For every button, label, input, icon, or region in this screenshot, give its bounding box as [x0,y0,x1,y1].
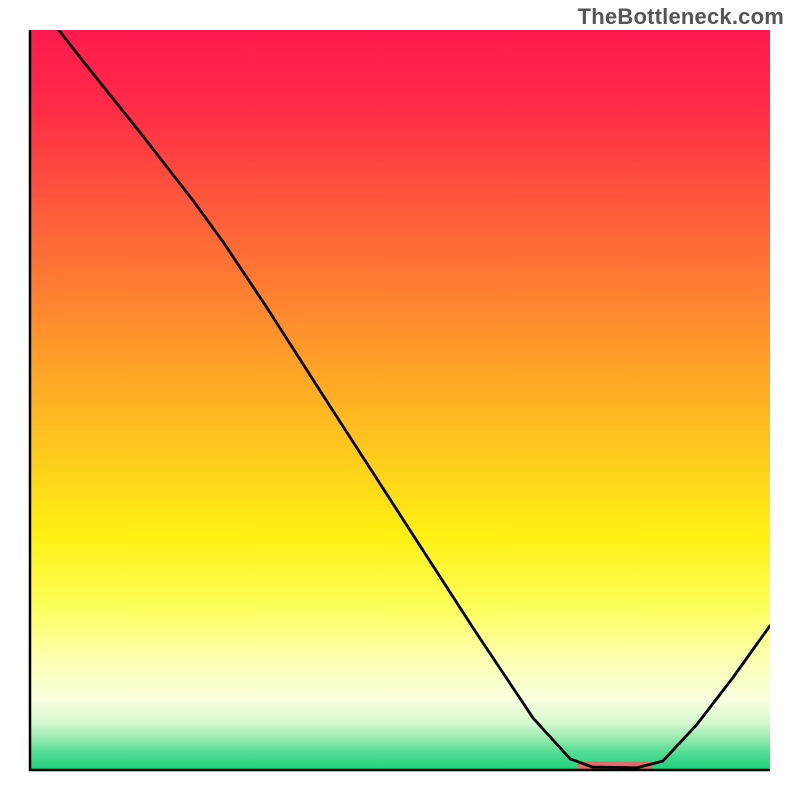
plot-background [30,30,770,770]
bottleneck-chart [0,0,800,800]
watermark-text: TheBottleneck.com [578,4,784,30]
chart-container: TheBottleneck.com [0,0,800,800]
